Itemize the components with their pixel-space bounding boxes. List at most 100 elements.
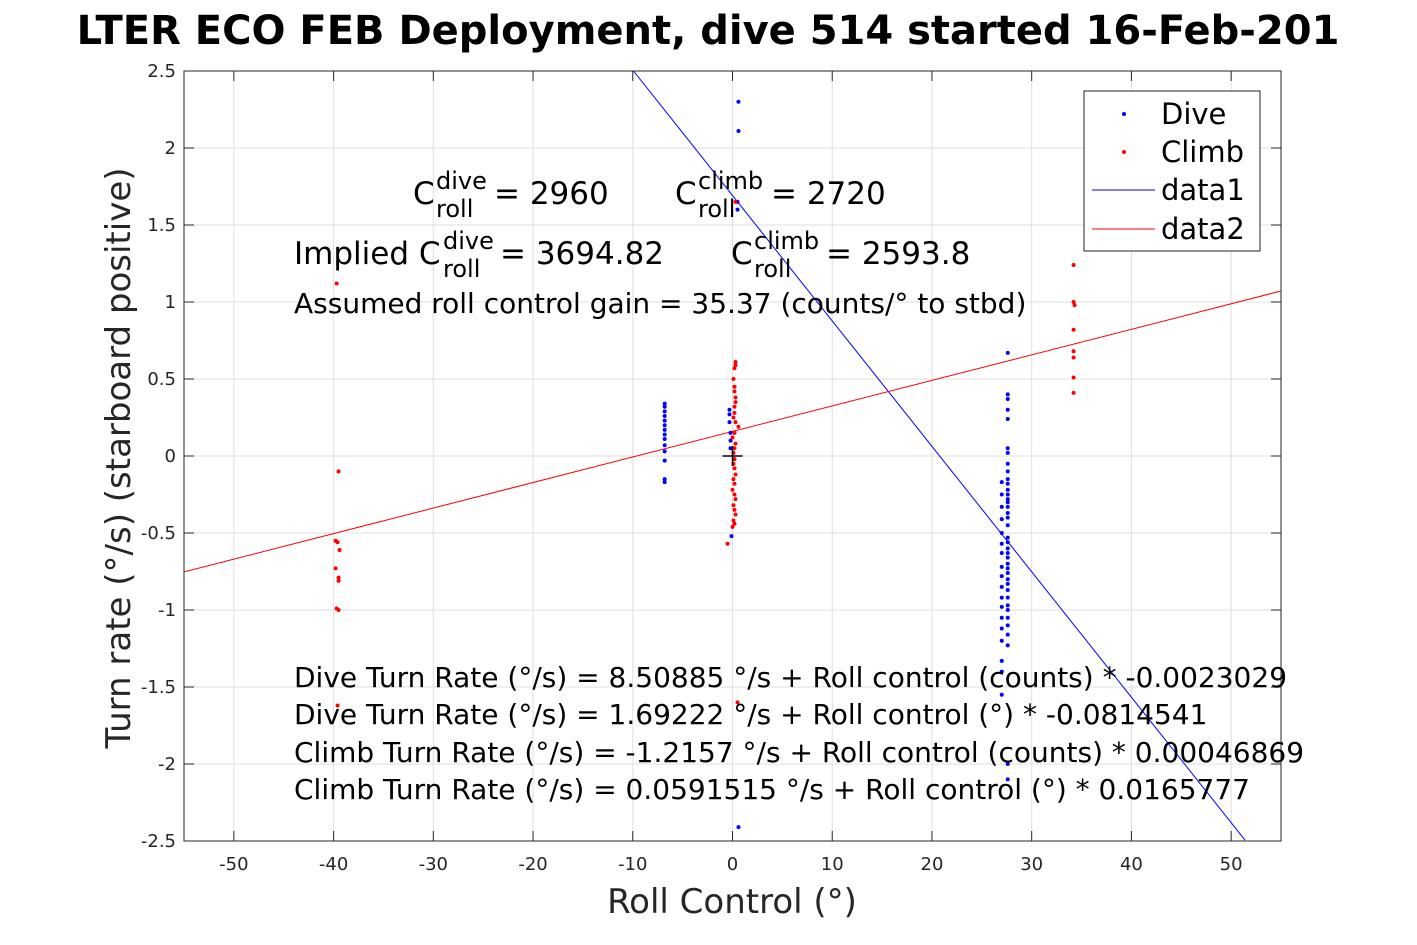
fit-equation-line: Climb Turn Rate (°/s) = -1.2157 °/s + Ro… bbox=[294, 736, 1304, 769]
annotation-gain: Assumed roll control gain = 35.37 (count… bbox=[294, 287, 1026, 320]
point-climb bbox=[731, 503, 736, 508]
point-dive bbox=[662, 413, 667, 418]
point-dive bbox=[1005, 469, 1010, 474]
point-climb bbox=[732, 466, 737, 471]
annotation-implied-dive: Implied C dive roll = 3694.82 bbox=[294, 227, 664, 283]
point-climb bbox=[1071, 390, 1076, 395]
point-climb bbox=[733, 472, 738, 477]
point-dive bbox=[662, 458, 667, 463]
x-tick-label: 50 bbox=[1220, 854, 1243, 875]
point-dive bbox=[999, 669, 1004, 674]
chart-title: LTER ECO FEB Deployment, dive 514 starte… bbox=[77, 8, 1340, 54]
legend-label-data2: data2 bbox=[1161, 212, 1245, 246]
point-dive bbox=[662, 477, 667, 482]
x-tick-label: 40 bbox=[1120, 854, 1143, 875]
point-dive bbox=[728, 438, 733, 443]
point-dive bbox=[1005, 497, 1010, 502]
point-dive bbox=[662, 423, 667, 428]
point-climb bbox=[1072, 303, 1077, 308]
point-dive bbox=[1005, 510, 1010, 515]
point-dive bbox=[1005, 523, 1010, 528]
y-axis-ticks: -2.5 -2 -1.5 -1 -0.5 0 0.5 1 1.5 2 2.5 bbox=[141, 61, 1281, 852]
point-climb bbox=[335, 540, 340, 545]
point-dive bbox=[999, 638, 1004, 643]
point-dive bbox=[999, 551, 1004, 556]
plot-frame bbox=[183, 70, 1282, 842]
x-tick-label: 0 bbox=[727, 854, 738, 875]
point-climb bbox=[732, 430, 737, 435]
point-dive bbox=[1005, 540, 1010, 545]
annotation-c-dive-sub: roll bbox=[436, 195, 473, 223]
legend-label-data1: data1 bbox=[1161, 173, 1245, 207]
legend-dive-swatch bbox=[1122, 112, 1126, 116]
point-climb bbox=[732, 446, 737, 451]
x-tick-label: -40 bbox=[319, 854, 348, 875]
point-dive bbox=[1005, 546, 1010, 551]
point-climb bbox=[336, 575, 341, 580]
point-climb bbox=[732, 410, 737, 415]
annotation-c-dive-value: = 2960 bbox=[494, 176, 609, 212]
y-tick-label: -0.5 bbox=[141, 523, 176, 544]
point-climb bbox=[735, 700, 740, 705]
legend-label-dive: Dive bbox=[1161, 97, 1226, 131]
point-dive bbox=[1005, 566, 1010, 571]
annotation-c-climb-value: = 2720 bbox=[771, 176, 886, 212]
point-dive bbox=[1005, 500, 1010, 505]
legend-label-climb: Climb bbox=[1161, 135, 1244, 169]
point-dive bbox=[1005, 581, 1010, 586]
point-climb bbox=[732, 457, 737, 462]
point-climb bbox=[732, 384, 737, 389]
point-dive bbox=[999, 574, 1004, 579]
annotation-implied-climb-prefix: C bbox=[731, 236, 753, 272]
point-climb bbox=[335, 703, 340, 708]
point-dive bbox=[999, 658, 1004, 663]
point-dive bbox=[1005, 615, 1010, 620]
point-dive bbox=[1005, 487, 1010, 492]
point-dive bbox=[999, 626, 1004, 631]
point-climb bbox=[334, 281, 339, 286]
y-axis-label: Turn rate (°/s) (starboard positive) bbox=[99, 167, 139, 749]
point-dive bbox=[999, 692, 1004, 697]
point-dive bbox=[1005, 450, 1010, 455]
point-dive bbox=[662, 409, 667, 414]
point-climb bbox=[730, 435, 735, 440]
point-dive bbox=[662, 418, 667, 423]
annotation-c-climb-prefix: C bbox=[675, 176, 697, 212]
point-dive bbox=[662, 449, 667, 454]
point-climb bbox=[333, 566, 338, 571]
point-dive bbox=[729, 534, 734, 539]
x-tick-label: -20 bbox=[518, 854, 547, 875]
point-climb bbox=[731, 415, 736, 420]
point-dive bbox=[1005, 397, 1010, 402]
y-tick-label: 2.5 bbox=[147, 61, 176, 82]
point-dive bbox=[1005, 515, 1010, 520]
point-dive bbox=[1005, 587, 1010, 592]
point-dive bbox=[1005, 446, 1010, 451]
point-dive bbox=[1005, 492, 1010, 497]
y-tick-label: 1.5 bbox=[147, 215, 176, 236]
point-dive bbox=[999, 604, 1004, 609]
point-climb bbox=[1071, 349, 1076, 354]
point-climb bbox=[733, 512, 738, 517]
point-dive bbox=[999, 615, 1004, 620]
point-climb bbox=[736, 424, 741, 429]
point-climb bbox=[336, 608, 341, 612]
point-dive bbox=[1005, 603, 1010, 608]
point-climb bbox=[731, 518, 736, 523]
x-tick-label: 20 bbox=[921, 854, 944, 875]
point-dive bbox=[1005, 535, 1010, 540]
point-dive bbox=[999, 480, 1004, 485]
point-climb bbox=[732, 521, 737, 526]
point-climb bbox=[731, 377, 736, 381]
point-dive bbox=[1005, 577, 1010, 582]
annotation-implied-dive-sup: dive bbox=[443, 227, 494, 255]
point-climb bbox=[732, 507, 737, 512]
point-dive bbox=[1005, 481, 1010, 486]
data-points bbox=[333, 99, 1077, 830]
point-dive bbox=[728, 446, 733, 451]
annotation-implied-climb-sub: roll bbox=[754, 255, 791, 283]
y-tick-label: 0.5 bbox=[147, 369, 176, 390]
point-dive bbox=[728, 430, 733, 435]
point-climb bbox=[337, 547, 342, 552]
point-dive bbox=[1005, 632, 1010, 637]
